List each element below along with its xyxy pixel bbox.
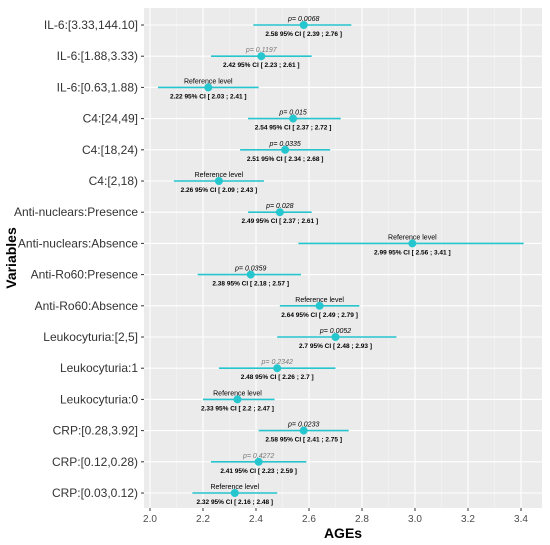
ci-label: 2.42 95% CI [ 2.23 ; 2.61 ] xyxy=(223,62,300,69)
x-tick-label: 3.0 xyxy=(408,514,422,525)
x-axis-ticks: 2.0 2.2 2.4 2.6 2.8 3.0 3.2 3.4 xyxy=(143,508,528,525)
reference-label: Reference level xyxy=(213,390,262,397)
x-axis-title: AGEs xyxy=(324,525,362,541)
reference-label: Reference level xyxy=(388,234,437,241)
x-tick-label: 2.4 xyxy=(249,514,263,525)
estimate-point xyxy=(299,426,308,435)
estimate-point xyxy=(281,145,290,154)
y-tick-label: CRP:[0.28,3.92] xyxy=(53,424,138,438)
y-tick-label: IL-6:[1.88,3.33) xyxy=(57,49,138,63)
estimate-point xyxy=(214,177,223,185)
y-tick-label: Leukocyturia:0 xyxy=(60,392,138,406)
y-tick-label: Leukocyturia:1 xyxy=(60,361,138,375)
p-value-label: p= 0.0335 xyxy=(268,141,300,148)
ci-label: 2.38 95% CI [ 2.18 ; 2.57 ] xyxy=(212,281,289,288)
y-tick-label: CRP:[0.12,0.28) xyxy=(52,455,138,469)
estimate-point xyxy=(315,301,324,310)
p-value-label: p= 0.028 xyxy=(265,203,294,210)
y-tick-label: Anti-Ro60:Absence xyxy=(35,299,139,313)
y-tick-label: IL-6:[0.63,1.88) xyxy=(57,80,138,94)
estimate-point xyxy=(257,52,266,61)
ci-label: 2.48 95% CI [ 2.26 ; 2.7 ] xyxy=(241,374,314,381)
y-tick-label: Leukocyturia:[2,5] xyxy=(43,330,138,344)
y-tick-label: Anti-nuclears:Presence xyxy=(14,205,138,219)
reference-label: Reference level xyxy=(210,484,259,491)
y-axis-ticks: IL-6:[3.33,144.10] IL-6:[1.88,3.33) IL-6:[… xyxy=(14,18,144,500)
x-tick-label: 2.6 xyxy=(302,514,316,525)
ci-label: 2.26 95% CI [ 2.09 ; 2.43 ] xyxy=(181,187,258,194)
x-tick-label: 2.2 xyxy=(196,514,210,525)
ci-label: 2.41 95% CI [ 2.23 ; 2.59 ] xyxy=(220,468,297,475)
estimate-point xyxy=(331,333,340,341)
x-tick-label: 3.2 xyxy=(461,514,475,525)
estimate-point xyxy=(204,83,213,92)
y-tick-label: C4:[24,49] xyxy=(83,112,138,126)
estimate-point xyxy=(246,270,255,279)
x-tick-label: 2.0 xyxy=(143,514,157,525)
plot-panel xyxy=(144,8,542,508)
estimate-point xyxy=(254,457,263,466)
p-value-label: p= 0.0052 xyxy=(319,328,351,335)
p-value-label: p= 0.0359 xyxy=(234,266,266,273)
ci-label: 2.33 95% CI [ 2.2 ; 2.47 ] xyxy=(201,405,274,412)
p-value-label: p= 0.0233 xyxy=(287,422,319,429)
estimate-point xyxy=(408,239,417,248)
x-tick-label: 2.8 xyxy=(355,514,369,525)
reference-label: Reference level xyxy=(195,172,244,179)
gridlines xyxy=(144,8,542,508)
estimate-point xyxy=(289,114,298,123)
p-value-label: p= 0.1197 xyxy=(245,47,278,54)
ci-label: 2.54 95% CI [ 2.37 ; 2.72 ] xyxy=(255,125,332,132)
ci-label: 2.99 95% CI [ 2.56 ; 3.41 ] xyxy=(374,249,451,256)
p-value-label: p= 0.2342 xyxy=(261,359,293,366)
chart-marks: p= 0.0068 2.58 95% CI [ 2.39 ; 2.76 ] p= 0… xyxy=(157,16,524,506)
ci-label: 2.22 95% CI [ 2.03 ; 2.41 ] xyxy=(170,93,247,100)
ci-label: 2.64 95% CI [ 2.49 ; 2.79 ] xyxy=(281,312,358,319)
x-tick-label: 3.4 xyxy=(514,514,528,525)
estimate-point xyxy=(233,395,242,404)
estimate-point xyxy=(230,489,239,497)
reference-label: Reference level xyxy=(295,297,344,304)
p-value-label: p= 0.4272 xyxy=(242,453,274,460)
ci-label: 2.32 95% CI [ 2.16 ; 2.48 ] xyxy=(196,499,273,506)
y-tick-label: CRP:[0.03,0.12) xyxy=(52,486,138,500)
ci-label: 2.49 95% CI [ 2.37 ; 2.61 ] xyxy=(242,218,319,225)
y-tick-label: C4:[2,18) xyxy=(89,174,138,188)
p-value-label: p= 0.015 xyxy=(278,110,307,117)
p-value-label: p= 0.0068 xyxy=(287,16,319,23)
y-axis-title: Variables xyxy=(3,227,19,289)
ci-label: 2.7 95% CI [ 2.48 ; 2.93 ] xyxy=(299,343,372,350)
ci-label: 2.51 95% CI [ 2.34 ; 2.68 ] xyxy=(247,156,324,163)
y-tick-label: IL-6:[3.33,144.10] xyxy=(44,18,138,32)
y-tick-label: Anti-Ro60:Presence xyxy=(31,268,139,282)
y-tick-label: C4:[18,24) xyxy=(82,143,138,157)
estimate-point xyxy=(275,208,284,217)
estimate-point xyxy=(299,21,308,29)
ci-label: 2.58 95% CI [ 2.39 ; 2.76 ] xyxy=(265,31,342,38)
reference-label: Reference level xyxy=(184,78,233,85)
ci-label: 2.58 95% CI [ 2.41 ; 2.75 ] xyxy=(265,437,342,444)
estimate-point xyxy=(273,364,282,373)
y-tick-label: Anti-nuclears:Absence xyxy=(18,236,138,250)
